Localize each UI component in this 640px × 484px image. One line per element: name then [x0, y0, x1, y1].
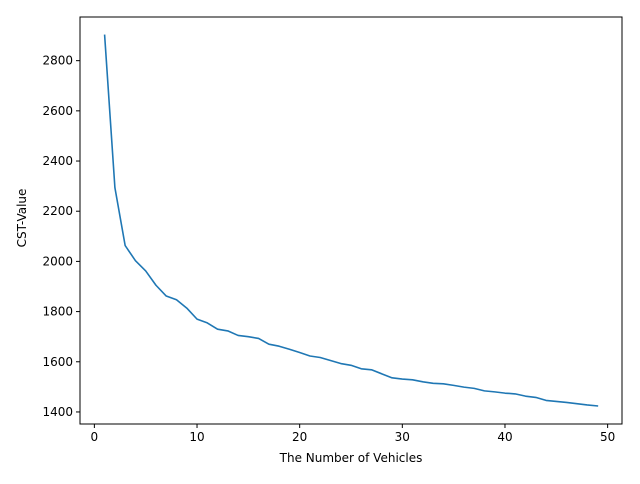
series-line	[103, 34, 599, 407]
x-axis-label: The Number of Vehicles	[279, 451, 423, 465]
y-axis-label: CST-Value	[15, 189, 29, 248]
y-tick-label: 2400	[42, 154, 73, 168]
y-tick-label: 1600	[42, 355, 73, 369]
y-tick-label: 2800	[42, 54, 73, 68]
plot-area	[103, 34, 599, 407]
axes-frame	[79, 16, 623, 425]
x-tick-label: 40	[497, 430, 512, 444]
x-tick-label: 30	[395, 430, 410, 444]
y-tick-label: 2000	[42, 254, 73, 268]
y-tick-label: 1400	[42, 405, 73, 419]
x-axis: 0 10 20 30 40 50	[91, 424, 615, 444]
x-tick-label: 50	[600, 430, 615, 444]
x-tick-label: 20	[292, 430, 307, 444]
y-axis: 1400 1600 1800 2000 2200 2400 2600 2800	[42, 54, 80, 419]
x-tick-label: 0	[91, 430, 99, 444]
x-tick-label: 10	[189, 430, 204, 444]
y-tick-label: 2200	[42, 204, 73, 218]
y-tick-label: 2600	[42, 104, 73, 118]
y-tick-label: 1800	[42, 305, 73, 319]
